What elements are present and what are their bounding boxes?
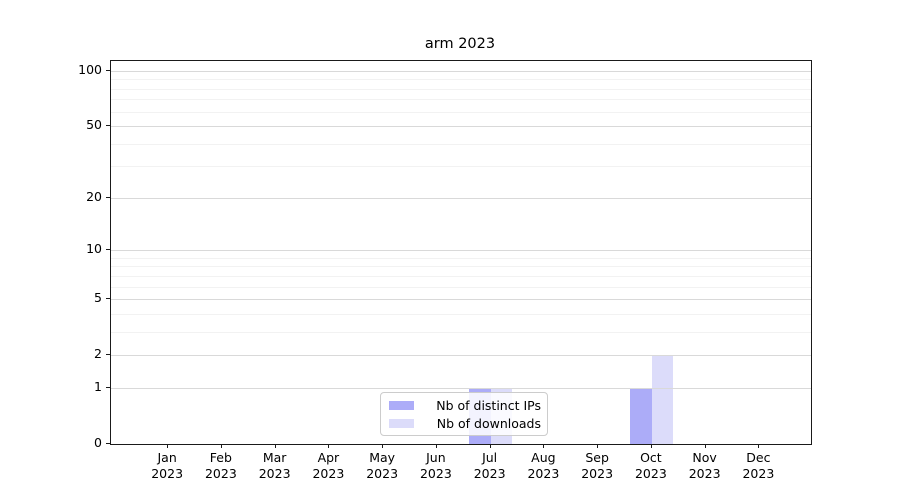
x-axis-tick (435, 444, 437, 448)
x-axis-tick (382, 444, 384, 448)
y-tick-label: 2 (94, 346, 102, 362)
gridline-major (111, 197, 811, 199)
bar-distinct-ips-oct (630, 387, 652, 444)
y-tick-label: 20 (86, 188, 102, 204)
gridline-major (111, 126, 811, 128)
x-axis-tick (597, 444, 599, 448)
gridline-major (111, 387, 811, 389)
legend-row-downloads: Nb of downloads (387, 416, 541, 431)
x-axis-tick (489, 444, 491, 448)
gridline-minor (111, 275, 811, 277)
y-axis-tick (106, 249, 110, 251)
chart-title: arm 2023 (424, 36, 496, 52)
gridline-minor (111, 166, 811, 168)
bar-downloads-oct (651, 355, 674, 444)
gridline-minor (111, 331, 811, 333)
y-tick-label: 0 (94, 435, 102, 450)
x-tick-label: May 2023 (366, 450, 399, 481)
x-tick-label: Dec 2023 (742, 450, 775, 481)
gridline-major (111, 355, 811, 357)
y-tick-label: 100 (78, 62, 102, 77)
x-tick-label: Apr 2023 (312, 450, 345, 481)
legend-row-distinct-ips: Nb of distinct IPs (387, 398, 541, 413)
y-axis-tick (106, 196, 110, 198)
x-tick-label: Jan 2023 (151, 450, 184, 481)
gridline-minor (111, 79, 811, 81)
y-axis-tick (106, 354, 110, 356)
y-axis-tick (106, 298, 110, 300)
gridline-minor (111, 286, 811, 288)
legend-label-downloads: Nb of downloads (436, 415, 541, 431)
legend-label-distinct-ips: Nb of distinct IPs (436, 397, 541, 413)
legend-swatch-downloads (389, 418, 414, 428)
gridline-minor (111, 88, 811, 90)
x-tick-label: Jun 2023 (419, 450, 452, 481)
y-axis-tick (106, 70, 110, 71)
x-axis-tick (274, 444, 276, 448)
gridline-major (111, 299, 811, 301)
x-tick-label: Aug 2023 (527, 450, 560, 481)
legend: Nb of distinct IPs Nb of downloads (380, 392, 548, 436)
gridline-minor (111, 99, 811, 101)
x-axis-tick (543, 444, 545, 448)
grid-layer (111, 61, 811, 444)
y-tick-label: 10 (86, 241, 102, 257)
y-axis-tick (106, 443, 110, 444)
bars-layer (111, 61, 811, 444)
x-tick-label: Oct 2023 (634, 450, 667, 481)
y-axis-tick (106, 125, 110, 127)
x-tick-label: Feb 2023 (204, 450, 237, 481)
gridline-minor (111, 111, 811, 113)
x-axis-tick (650, 444, 652, 448)
x-tick-label: Sep 2023 (581, 450, 614, 481)
y-tick-label: 1 (94, 378, 102, 394)
x-axis-tick (758, 444, 760, 448)
gridline-minor (111, 143, 811, 145)
y-tick-label: 50 (86, 117, 102, 133)
gridline-minor (111, 266, 811, 268)
y-tick-label: 5 (94, 290, 102, 306)
x-tick-label: Jul 2023 (473, 450, 506, 481)
gridline-major (111, 250, 811, 252)
gridline-minor (111, 257, 811, 259)
gridline-major (111, 71, 811, 72)
legend-swatch-distinct-ips (389, 400, 414, 410)
x-axis-tick (328, 444, 330, 448)
y-axis-tick (106, 386, 110, 388)
x-axis-tick (704, 444, 706, 448)
gridline-minor (111, 313, 811, 315)
x-tick-label: Mar 2023 (258, 450, 291, 481)
x-axis-tick (220, 444, 222, 448)
x-axis-tick (167, 444, 169, 448)
x-tick-label: Nov 2023 (688, 450, 721, 481)
plot-area (110, 60, 812, 445)
